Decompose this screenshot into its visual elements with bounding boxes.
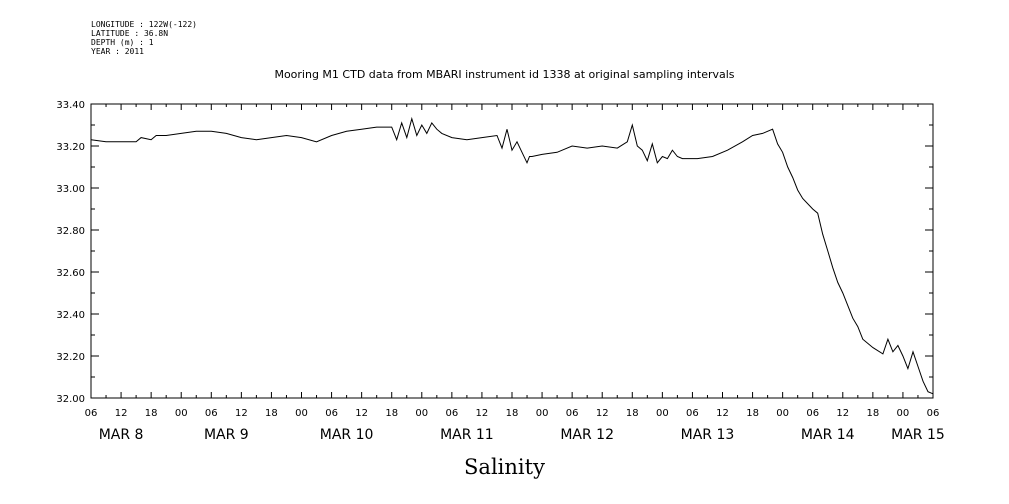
x-tick-label: 06: [806, 408, 819, 419]
x-tick-label: 00: [897, 408, 910, 419]
x-tick-label: 06: [445, 408, 458, 419]
salinity-series-line: [90, 116, 934, 395]
x-day-label: MAR 14: [801, 427, 855, 443]
x-tick-label: 00: [295, 408, 308, 419]
x-tick-label: 12: [476, 408, 489, 419]
x-tick-label: 18: [866, 408, 879, 419]
x-tick-label: 00: [536, 408, 549, 419]
chart-title: Mooring M1 CTD data from MBARI instrumen…: [274, 68, 735, 81]
y-tick-label: 32.00: [56, 394, 85, 405]
y-tick-label: 32.80: [56, 226, 85, 237]
x-tick-label: 06: [927, 408, 940, 419]
x-tick-label: 06: [566, 408, 579, 419]
x-tick-label: 18: [265, 408, 278, 419]
x-tick-label: 00: [415, 408, 428, 419]
x-day-label: MAR 13: [681, 427, 735, 443]
x-tick-label: 18: [506, 408, 519, 419]
longitude-label: LONGITUDE : 122W(-122): [91, 20, 197, 29]
x-axis-ticks: 06 12 18 00 06 12 18 00 06 12 18 00 06 12 18 00 06 12 18 00…: [85, 104, 945, 443]
x-day-label: MAR 12: [560, 427, 614, 443]
y-tick-label: 32.20: [56, 352, 85, 363]
latitude-label: LATITUDE : 36.8N: [91, 29, 169, 38]
y-tick-label: 32.60: [56, 268, 85, 279]
x-tick-label: 00: [175, 408, 188, 419]
x-day-label: MAR 8: [99, 427, 144, 443]
x-day-label: MAR 15: [891, 427, 945, 443]
x-tick-label: 06: [325, 408, 338, 419]
x-tick-label: 18: [385, 408, 398, 419]
x-tick-label: 18: [626, 408, 639, 419]
y-tick-label: 32.40: [56, 310, 85, 321]
x-tick-label: 06: [686, 408, 699, 419]
y-tick-label: 33.00: [56, 184, 85, 195]
x-tick-label: 00: [776, 408, 789, 419]
x-tick-label: 18: [145, 408, 158, 419]
y-tick-label: 33.40: [56, 100, 85, 111]
y-tick-label: 33.20: [56, 142, 85, 153]
x-tick-label: 12: [235, 408, 248, 419]
x-tick-label: 06: [85, 408, 98, 419]
x-tick-label: 12: [836, 408, 849, 419]
x-tick-label: 18: [746, 408, 759, 419]
x-tick-label: 12: [716, 408, 729, 419]
depth-label: DEPTH (m) : 1: [91, 38, 154, 47]
x-day-label: MAR 9: [204, 427, 249, 443]
x-tick-label: 00: [656, 408, 669, 419]
metadata-block: LONGITUDE : 122W(-122) LATITUDE : 36.8N …: [91, 20, 197, 56]
x-day-label: MAR 10: [320, 427, 374, 443]
x-tick-label: 12: [355, 408, 368, 419]
x-tick-label: 06: [205, 408, 218, 419]
x-day-label: MAR 11: [440, 427, 494, 443]
year-label: YEAR : 2011: [91, 47, 144, 56]
x-tick-label: 12: [596, 408, 609, 419]
y-axis-ticks: 33.40 33.20 33.00 32.80 32.60 32.40 32.20 32.00: [56, 100, 933, 405]
x-tick-label: 12: [115, 408, 128, 419]
variable-label: Salinity: [464, 455, 545, 479]
